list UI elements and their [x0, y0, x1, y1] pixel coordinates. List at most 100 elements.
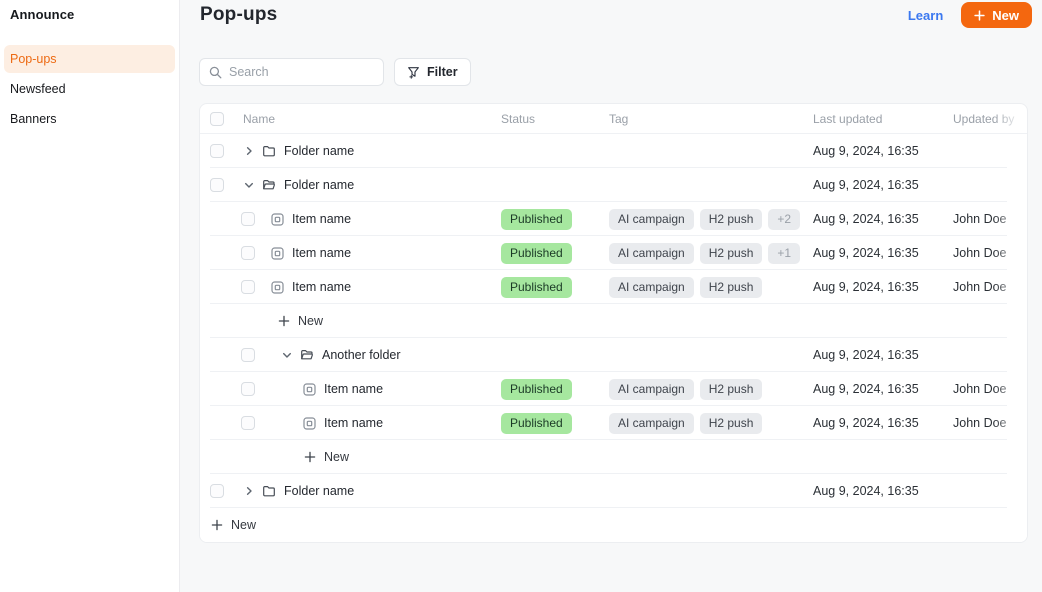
updated-by: John Doe [953, 382, 1007, 396]
chevron-down-icon[interactable] [282, 350, 292, 360]
last-updated: Aug 9, 2024, 16:35 [813, 246, 919, 260]
app-title: Announce [10, 7, 75, 22]
filter-icon [407, 66, 420, 79]
last-updated: Aug 9, 2024, 16:35 [813, 382, 919, 396]
chevron-down-icon[interactable] [244, 180, 254, 190]
new-row-label: New [298, 314, 324, 328]
last-updated: Aug 9, 2024, 16:35 [813, 212, 919, 226]
row-checkbox[interactable] [241, 348, 255, 362]
toolbar: Filter [199, 58, 471, 86]
folder-name: Folder name [284, 484, 355, 498]
plus-icon [278, 315, 290, 327]
filter-button[interactable]: Filter [394, 58, 471, 86]
filter-button-label: Filter [427, 65, 458, 79]
item-name: Item name [324, 416, 384, 430]
topbar-actions: Learn New [908, 2, 1032, 28]
folder-row[interactable]: Folder name Aug 9, 2024, 16:35 [200, 168, 1027, 202]
tag-pill: H2 push [699, 412, 763, 434]
column-header-updated-by: Updated by [953, 111, 1015, 126]
last-updated: Aug 9, 2024, 16:35 [813, 416, 919, 430]
tag-pill: H2 push [699, 208, 763, 230]
row-checkbox[interactable] [210, 144, 224, 158]
item-name: Item name [292, 280, 352, 294]
folder-name: Another folder [322, 348, 401, 362]
item-name: Item name [292, 212, 352, 226]
last-updated: Aug 9, 2024, 16:35 [813, 484, 919, 498]
column-header-status: Status [501, 111, 536, 126]
folder-row[interactable]: Another folder Aug 9, 2024, 16:35 [200, 338, 1027, 372]
folder-open-icon [262, 178, 276, 192]
search-input[interactable] [229, 65, 374, 79]
item-row[interactable]: Item name Published AI campaign H2 push +1 Au… [200, 236, 1027, 270]
updated-by: John Doe [953, 416, 1007, 430]
new-button[interactable]: New [961, 2, 1032, 28]
main-content: Pop-ups Learn New Filter [180, 0, 1042, 592]
folder-open-icon [300, 348, 314, 362]
updated-by: John Doe [953, 246, 1007, 260]
row-checkbox[interactable] [241, 382, 255, 396]
table-body: Folder name Aug 9, 2024, 16:35 Folder name… [200, 134, 1027, 542]
folder-name: Folder name [284, 178, 355, 192]
row-checkbox[interactable] [241, 246, 255, 260]
search-box[interactable] [199, 58, 384, 86]
item-name: Item name [292, 246, 352, 260]
column-header-tag: Tag [609, 111, 629, 126]
chevron-right-icon[interactable] [244, 146, 254, 156]
item-name: Item name [324, 382, 384, 396]
status-badge: Published [501, 276, 572, 298]
tag-pill: AI campaign [609, 276, 694, 298]
item-row[interactable]: Item name Published AI campaign H2 push Aug … [200, 372, 1027, 406]
table-header: Name Status Tag Last updated Updated by [200, 104, 1027, 134]
folder-row[interactable]: Folder name Aug 9, 2024, 16:35 [200, 134, 1027, 168]
item-row[interactable]: Item name Published AI campaign H2 push +2 Au… [200, 202, 1027, 236]
last-updated: Aug 9, 2024, 16:35 [813, 280, 919, 294]
new-row-label: New [324, 450, 350, 464]
plus-icon [304, 451, 316, 463]
tag-pill: AI campaign [609, 378, 694, 400]
sidebar-item-banners[interactable]: Banners [10, 112, 57, 126]
popup-item-icon [271, 280, 284, 294]
folder-name: Folder name [284, 144, 355, 158]
plus-icon [211, 519, 223, 531]
row-checkbox[interactable] [241, 416, 255, 430]
last-updated: Aug 9, 2024, 16:35 [813, 144, 919, 158]
tag-pill: AI campaign [609, 208, 694, 230]
tag-pill: H2 push [699, 276, 763, 298]
item-row[interactable]: Item name Published AI campaign H2 push Aug … [200, 270, 1027, 304]
tag-overflow-pill: +2 [768, 208, 801, 230]
row-checkbox[interactable] [210, 484, 224, 498]
popup-item-icon [303, 382, 316, 396]
select-all-checkbox[interactable] [210, 111, 224, 126]
folder-icon [262, 484, 276, 498]
status-badge: Published [501, 412, 572, 434]
sidebar: Announce Pop-ups Newsfeed Banners [0, 0, 180, 592]
item-row[interactable]: Item name Published AI campaign H2 push Aug … [200, 406, 1027, 440]
plus-icon [974, 9, 985, 21]
row-checkbox[interactable] [241, 280, 255, 294]
page-title: Pop-ups [200, 4, 278, 25]
new-row-button[interactable]: New [200, 440, 1027, 474]
new-row-button[interactable]: New [200, 304, 1027, 338]
sidebar-item-newsfeed[interactable]: Newsfeed [10, 82, 66, 96]
status-badge: Published [501, 208, 572, 230]
new-row-button[interactable]: New [200, 508, 1027, 542]
learn-link[interactable]: Learn [907, 7, 944, 23]
row-checkbox[interactable] [241, 212, 255, 226]
last-updated: Aug 9, 2024, 16:35 [813, 348, 919, 362]
updated-by: John Doe [953, 212, 1007, 226]
table-card: Name Status Tag Last updated Updated by … [199, 103, 1028, 543]
tag-overflow-pill: +1 [768, 242, 801, 264]
popup-item-icon [303, 416, 316, 430]
status-badge: Published [501, 242, 572, 264]
row-checkbox[interactable] [210, 178, 224, 192]
search-icon [209, 66, 222, 79]
tag-pill: AI campaign [609, 242, 694, 264]
popup-item-icon [271, 212, 284, 226]
updated-by: John Doe [953, 280, 1007, 294]
tag-pill: H2 push [699, 378, 763, 400]
popup-item-icon [271, 246, 284, 260]
sidebar-item-pop-ups[interactable]: Pop-ups [4, 45, 175, 73]
column-header-last-updated: Last updated [813, 111, 883, 126]
chevron-right-icon[interactable] [244, 486, 254, 496]
folder-row[interactable]: Folder name Aug 9, 2024, 16:35 [200, 474, 1027, 508]
